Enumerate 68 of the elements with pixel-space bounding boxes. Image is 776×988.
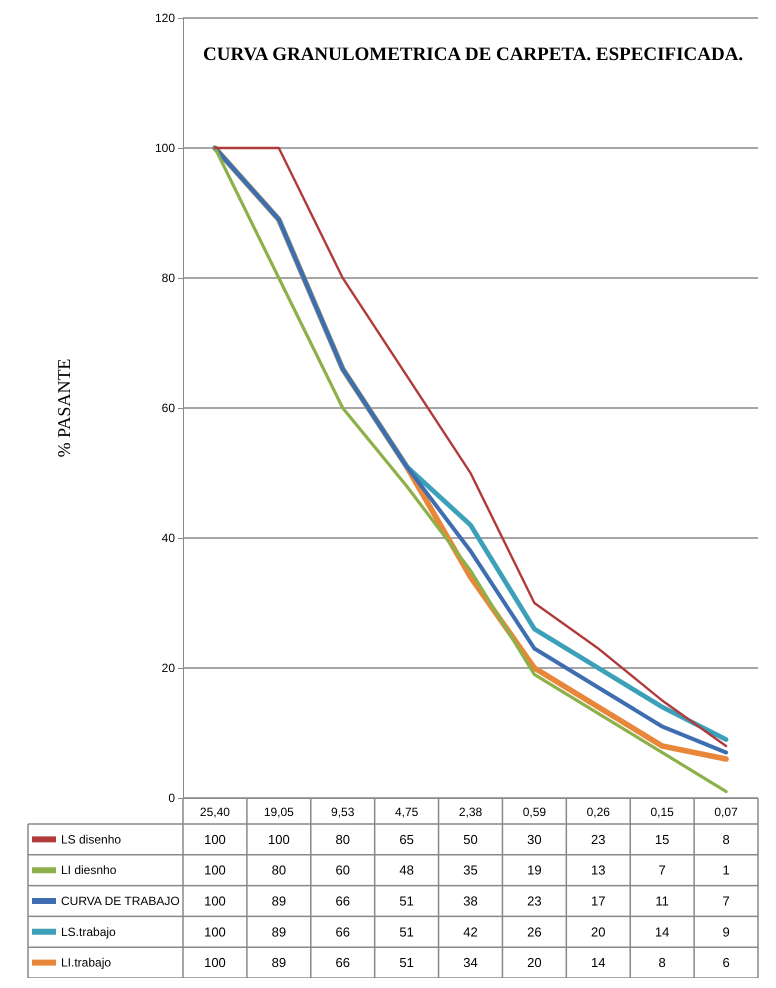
legend-label: LS disenho bbox=[61, 832, 122, 846]
legend-label: LI diesnho bbox=[61, 863, 117, 878]
data-label: 9 bbox=[722, 924, 730, 940]
x-tick-label: 19,05 bbox=[264, 805, 294, 819]
data-label: 48 bbox=[399, 862, 414, 878]
x-tick-label: 0,26 bbox=[586, 805, 610, 819]
data-label: 14 bbox=[591, 955, 606, 970]
x-tick-label: 0,59 bbox=[522, 805, 546, 819]
data-label: 8 bbox=[722, 832, 730, 847]
data-label: 26 bbox=[527, 924, 542, 940]
data-label: 11 bbox=[655, 894, 669, 908]
data-label: 1 bbox=[722, 862, 730, 878]
data-label: 89 bbox=[272, 894, 286, 908]
y-tick-label: 20 bbox=[162, 661, 176, 675]
data-label: 7 bbox=[658, 862, 666, 878]
x-tick-label: 25,40 bbox=[200, 805, 230, 819]
data-label: 50 bbox=[463, 832, 478, 847]
legend-label: LS.trabajo bbox=[61, 924, 116, 939]
y-tick-label: 80 bbox=[162, 271, 176, 285]
data-label: 100 bbox=[268, 832, 290, 847]
data-label: 66 bbox=[335, 894, 350, 908]
data-label: 100 bbox=[204, 894, 226, 908]
data-label: 100 bbox=[204, 924, 226, 940]
data-label: 30 bbox=[527, 832, 542, 847]
data-label: 51 bbox=[399, 924, 414, 940]
data-label: 100 bbox=[204, 862, 226, 878]
data-label: 80 bbox=[335, 832, 350, 847]
x-tick-label: 2,38 bbox=[458, 805, 482, 819]
legend-label: LI.trabajo bbox=[61, 956, 112, 970]
y-tick-label: 60 bbox=[162, 401, 176, 415]
text: CURVA GRANULOMETRICA DE CARPETA. ESPECIFICADA. bbox=[203, 44, 744, 65]
y-tick-label: 40 bbox=[162, 531, 176, 545]
data-label: 65 bbox=[399, 832, 414, 847]
data-label: 51 bbox=[399, 894, 414, 908]
data-label: 34 bbox=[463, 955, 478, 970]
data-label: 14 bbox=[654, 924, 670, 940]
data-label: 66 bbox=[335, 924, 350, 940]
data-label: 51 bbox=[399, 955, 414, 970]
data-label: 8 bbox=[658, 955, 666, 970]
x-tick-label: 9,53 bbox=[331, 805, 355, 819]
data-label: 13 bbox=[591, 862, 606, 878]
data-label: 19 bbox=[527, 862, 542, 878]
x-tick-label: 0,07 bbox=[714, 805, 738, 819]
data-label: 100 bbox=[204, 832, 226, 847]
data-label: 7 bbox=[722, 894, 730, 908]
x-tick-label: 0,15 bbox=[650, 805, 674, 819]
data-label: 66 bbox=[335, 955, 350, 970]
data-label: 42 bbox=[463, 924, 478, 940]
data-label: 17 bbox=[591, 894, 606, 908]
x-tick-label: 4,75 bbox=[394, 805, 419, 819]
data-label: 15 bbox=[654, 832, 670, 847]
y-tick-label: 100 bbox=[154, 141, 176, 155]
data-label: 20 bbox=[527, 955, 542, 970]
data-label: 38 bbox=[463, 894, 478, 908]
data-label: 89 bbox=[272, 924, 286, 940]
y-tick-label: 0 bbox=[168, 791, 176, 805]
y-tick-label: 120 bbox=[154, 11, 176, 25]
data-label: 100 bbox=[204, 955, 226, 970]
data-label: 6 bbox=[722, 955, 730, 970]
data-label: 35 bbox=[463, 862, 478, 878]
data-label: 23 bbox=[527, 894, 542, 908]
data-label: 23 bbox=[591, 832, 606, 847]
data-label: 89 bbox=[272, 955, 286, 970]
data-label: 60 bbox=[335, 862, 350, 878]
data-label: 80 bbox=[272, 862, 286, 878]
legend-label: CURVA DE TRABAJO bbox=[61, 894, 180, 908]
data-label: 20 bbox=[591, 924, 606, 940]
y-axis-title: % PASANTE bbox=[54, 358, 74, 458]
